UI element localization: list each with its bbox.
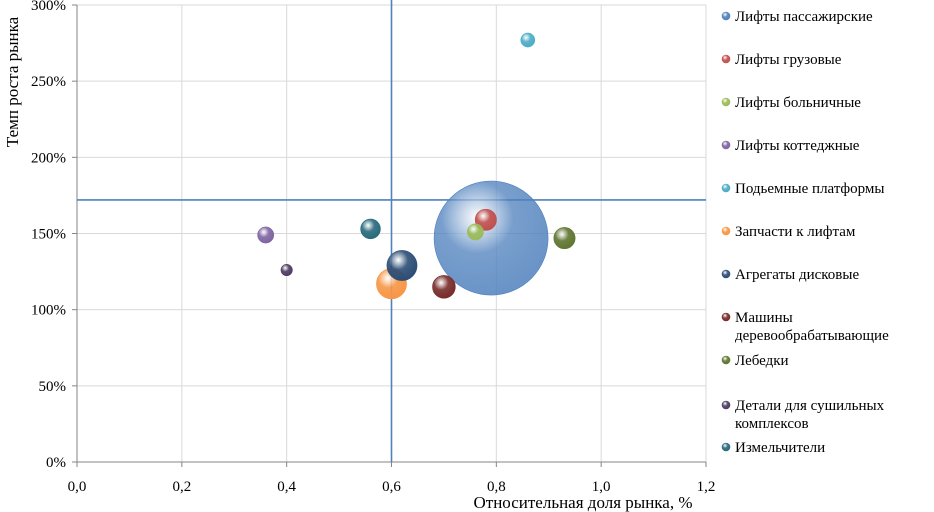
y-axis-title: Темп роста рынка — [3, 16, 22, 147]
legend-item: Лифты коттеджные — [721, 138, 860, 154]
x-axis-title: Относительная доля рынка, % — [474, 493, 693, 512]
bubble-1 — [433, 180, 549, 296]
bubble-7 — [386, 250, 418, 281]
legend-label: Запчасти к лифтам — [735, 224, 856, 240]
legend-marker — [721, 183, 731, 193]
x-tick-label: 0,2 — [172, 479, 191, 495]
bubble-5 — [520, 32, 536, 48]
legend-item: Детали для сушильных комплексов — [721, 398, 885, 432]
y-tick-label: 50% — [39, 379, 67, 395]
x-tick-label: 0,0 — [68, 479, 87, 495]
legend-label: Агрегаты дисковые — [735, 267, 859, 283]
legend-label: Лифты больничные — [735, 95, 861, 111]
legend-label: Лифты коттеджные — [735, 138, 860, 154]
legend-label: Детали для сушильных комплексов — [735, 398, 885, 432]
y-tick-label: 200% — [31, 150, 66, 166]
legend-item: Подьемные платформы — [721, 181, 884, 197]
y-tick-labels: 0% 50% 100% 150% 200% 250% 300% — [31, 0, 66, 471]
axes — [72, 4, 707, 467]
legend-item: Машины деревообрабатывающие — [721, 310, 889, 344]
x-tick-label: 0,6 — [382, 479, 401, 495]
legend-item: Лифты пассажирские — [721, 9, 873, 25]
legend-marker — [721, 226, 731, 236]
y-tick-label: 150% — [31, 227, 66, 243]
bubble-11 — [360, 218, 381, 240]
y-tick-label: 0% — [46, 455, 66, 471]
legend-marker — [721, 400, 731, 410]
legend-item: Агрегаты дисковые — [721, 267, 859, 283]
bubble-2 — [474, 208, 497, 231]
y-tick-label: 100% — [31, 303, 66, 319]
legend-marker — [721, 269, 731, 279]
y-tick-label: 300% — [31, 0, 66, 14]
reference-lines — [77, 0, 706, 462]
x-tick-label: 0,8 — [487, 479, 506, 495]
legend-label: Лебедки — [735, 353, 789, 369]
legend-marker — [721, 355, 731, 365]
legend-item: Лифты грузовые — [721, 52, 842, 68]
x-tick-label: 1,2 — [697, 479, 716, 495]
bubble-10 — [280, 264, 293, 277]
x-tick-label: 0,4 — [277, 479, 296, 495]
bubble-3 — [467, 223, 484, 241]
legend-item: Запчасти к лифтам — [721, 224, 856, 240]
legend-marker — [721, 442, 731, 452]
y-tick-label: 250% — [31, 74, 66, 90]
legend-label: Подьемные платформы — [735, 181, 884, 197]
legend-item: Измельчители — [721, 440, 825, 456]
bubble-9 — [553, 227, 576, 250]
legend-label: Измельчители — [735, 440, 825, 456]
legend-marker — [721, 140, 731, 150]
legend-item: Лебедки — [721, 353, 789, 369]
bubble-8 — [432, 275, 456, 299]
x-tick-labels: 0,0 0,2 0,4 0,6 0,8 1,0 1,2 — [68, 479, 716, 495]
bubbles — [257, 32, 576, 300]
legend-label: Лифты грузовые — [735, 52, 842, 68]
legend: Лифты пассажирские Лифты грузовые Лифты бо… — [721, 9, 889, 456]
legend-marker — [721, 54, 731, 64]
bubble-4 — [257, 226, 275, 244]
legend-marker — [721, 11, 731, 21]
x-tick-label: 1,0 — [592, 479, 611, 495]
legend-marker — [721, 312, 731, 322]
legend-label: Лифты пассажирские — [735, 9, 873, 25]
legend-marker — [721, 97, 731, 107]
legend-label: Машины деревообрабатывающие — [735, 310, 889, 344]
legend-item: Лифты больничные — [721, 95, 861, 111]
